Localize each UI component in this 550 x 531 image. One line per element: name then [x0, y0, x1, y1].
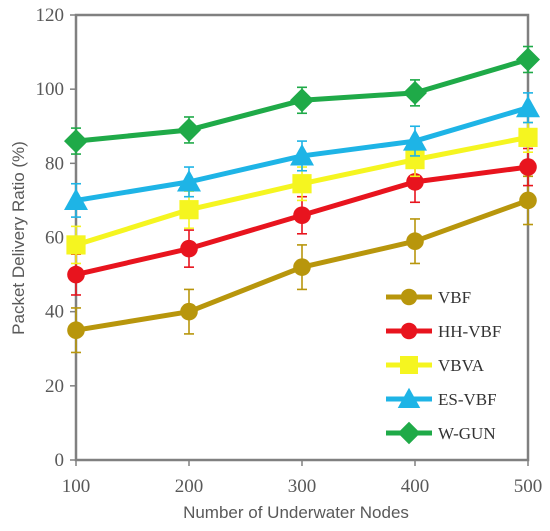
legend-item-vbf: VBF — [386, 288, 471, 307]
data-point — [179, 200, 199, 220]
data-point — [177, 169, 201, 192]
legend-marker — [397, 387, 421, 408]
y-tick-label: 20 — [45, 376, 64, 397]
y-axis-title: Packet Delivery Ratio (%) — [9, 141, 28, 335]
x-tick-label: 200 — [175, 476, 204, 497]
legend-item-w-gun: W-GUN — [386, 421, 496, 445]
x-tick-label: 100 — [62, 476, 91, 497]
data-point — [519, 158, 537, 176]
data-point — [290, 88, 314, 113]
data-point — [406, 232, 424, 251]
legend: VBF HH-VBF VBVA ES-VBF W-GUN — [386, 288, 501, 445]
data-point — [405, 150, 425, 170]
data-point — [516, 95, 540, 118]
data-point — [403, 129, 427, 151]
data-point — [518, 127, 538, 147]
series-es-vbf — [64, 92, 540, 218]
legend-item-vbva: VBVA — [386, 356, 485, 375]
legend-label: HH-VBF — [438, 322, 501, 341]
series-vbf — [67, 175, 537, 354]
x-tick-label: 400 — [401, 476, 430, 497]
y-tick-label: 40 — [45, 302, 64, 323]
data-point — [519, 191, 537, 210]
y-tick-label: 60 — [45, 228, 64, 249]
data-point — [403, 80, 427, 105]
legend-label: ES-VBF — [438, 390, 497, 409]
data-point — [290, 143, 314, 166]
y-tick-label: 100 — [36, 79, 65, 100]
legend-marker — [397, 421, 421, 445]
legend-label: VBVA — [438, 356, 485, 375]
series-w-gun — [64, 45, 540, 155]
data-point — [64, 188, 88, 211]
y-tick-label: 120 — [36, 5, 65, 26]
data-point — [177, 117, 201, 142]
data-point — [406, 173, 424, 191]
legend-item-hh-vbf: HH-VBF — [386, 322, 501, 341]
legend-marker — [400, 288, 418, 306]
series-vbva — [66, 121, 538, 265]
data-point — [293, 258, 311, 276]
x-axis-title: Number of Underwater Nodes — [183, 503, 409, 522]
data-point — [516, 47, 540, 72]
data-point — [64, 129, 88, 154]
data-point — [293, 206, 311, 225]
legend-label: VBF — [438, 288, 471, 307]
data-point — [292, 174, 312, 194]
legend-item-es-vbf: ES-VBF — [386, 387, 497, 409]
x-tick-label: 500 — [514, 476, 543, 497]
legend-marker — [400, 322, 418, 340]
data-point — [180, 302, 198, 321]
y-tick-label: 80 — [45, 153, 64, 174]
legend-label: W-GUN — [438, 424, 496, 443]
data-point — [66, 235, 86, 255]
data-point — [67, 265, 85, 284]
x-tick-label: 300 — [288, 476, 317, 497]
legend-marker — [400, 356, 418, 374]
data-point — [67, 321, 85, 340]
data-point — [180, 239, 198, 258]
y-tick-label: 0 — [55, 450, 65, 471]
